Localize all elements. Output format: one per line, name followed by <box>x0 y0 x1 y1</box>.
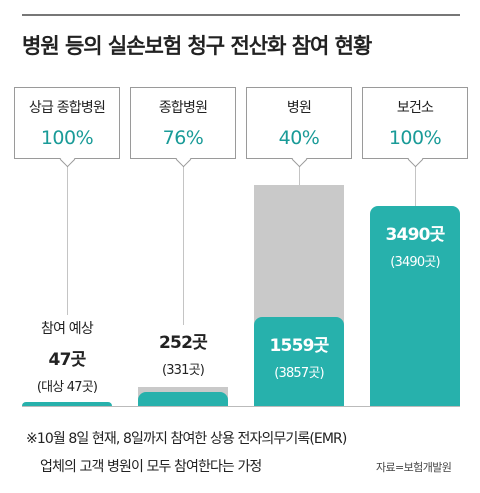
participation-rate: 76% <box>162 127 204 149</box>
total-label: (331곳) <box>161 363 205 378</box>
participation-bar <box>138 391 228 406</box>
guide-line <box>67 164 68 315</box>
footnote-line-2: 업체의 고객 병원이 모두 참여한다는 가정 <box>40 459 262 475</box>
category-box: 상급 종합병원 100% <box>14 87 120 159</box>
total-label: (3857곳) <box>274 365 324 381</box>
total-label: (대상 47곳) <box>36 380 98 395</box>
category-label: 상급 종합병원 <box>28 100 106 116</box>
participation-bar <box>370 206 460 406</box>
guide-line <box>299 164 300 185</box>
participation-bar <box>22 402 112 406</box>
value-label-group: 252곳 (331곳) <box>138 328 228 378</box>
participation-bar <box>254 316 344 406</box>
value-label-group: 참여 예상 47곳 (대상 47곳) <box>22 318 112 395</box>
category-box: 병원 40% <box>246 87 352 159</box>
category-box: 보건소 100% <box>362 87 468 159</box>
value-label: 3490곳 <box>385 225 446 246</box>
guide-line <box>415 164 416 207</box>
source-note: 자료=보험개발원 <box>376 461 452 474</box>
baseline <box>22 406 460 407</box>
title-rule <box>22 14 460 16</box>
category-label: 종합병원 <box>158 100 208 116</box>
chart-title: 병원 등의 실손보험 청구 전산화 참여 현황 <box>22 34 372 58</box>
extra-label: 참여 예상 <box>41 321 94 337</box>
category-label: 보건소 <box>396 100 434 116</box>
participation-rate: 100% <box>40 127 94 149</box>
value-label: 252곳 <box>159 333 208 353</box>
total-label: (3490곳) <box>390 255 440 271</box>
participation-rate: 40% <box>278 127 320 149</box>
category-label: 병원 <box>286 100 312 116</box>
value-label: 1559곳 <box>269 335 330 356</box>
value-label: 47곳 <box>48 350 87 370</box>
footnote-line-1: ※10월 8일 현재, 8일까지 참여한 상용 전자의무기록(EMR) <box>26 431 347 447</box>
value-label-group: 1559곳 (3857곳) <box>254 331 344 381</box>
guide-line <box>183 164 184 325</box>
category-box: 종합병원 76% <box>130 87 236 159</box>
value-label-group: 3490곳 (3490곳) <box>370 220 460 270</box>
participation-rate: 100% <box>388 127 442 149</box>
